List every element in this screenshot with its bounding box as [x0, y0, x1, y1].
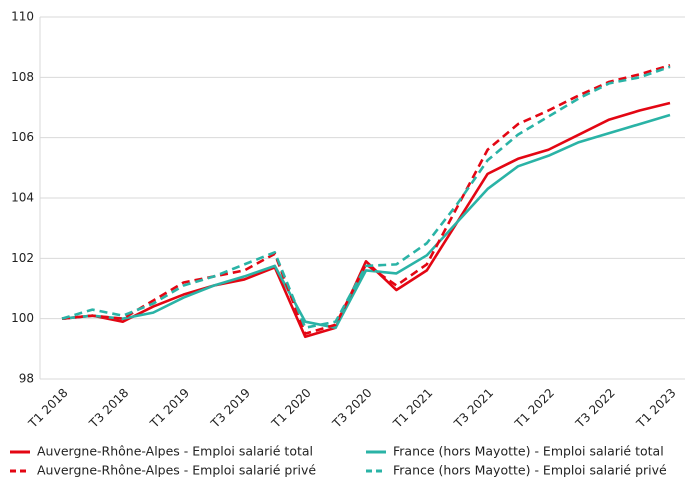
- y-tick-label: 104: [11, 191, 34, 205]
- x-tick-label: T1 2023: [633, 386, 678, 431]
- x-tick-label: T3 2019: [208, 386, 253, 431]
- x-tick-label: T3 2022: [572, 386, 617, 431]
- y-tick-label: 106: [11, 130, 34, 144]
- x-tick-label: T3 2018: [86, 386, 131, 431]
- x-tick-label: T3 2020: [329, 386, 374, 431]
- x-tick-label: T3 2021: [451, 386, 496, 431]
- series-line: [61, 101, 671, 339]
- x-tick-label: T1 2018: [25, 386, 70, 431]
- y-tick-label: 102: [11, 251, 34, 265]
- legend-label: Auvergne-Rhône-Alpes - Emploi salarié to…: [37, 444, 313, 459]
- series-line: [61, 64, 671, 336]
- series-line: [61, 113, 671, 330]
- y-tick-label: 110: [11, 10, 34, 24]
- legend-label: France (hors Mayotte) - Emploi salarié p…: [393, 463, 667, 478]
- y-tick-label: 100: [11, 311, 34, 325]
- legend-label: France (hors Mayotte) - Emploi salarié t…: [393, 444, 664, 459]
- y-tick-label: 98: [19, 372, 34, 386]
- x-tick-label: T1 2021: [390, 386, 435, 431]
- legend-label: Auvergne-Rhône-Alpes - Emploi salarié pr…: [37, 463, 316, 478]
- series-line: [61, 65, 671, 330]
- x-tick-label: T1 2020: [268, 386, 313, 431]
- x-tick-label: T1 2022: [512, 386, 557, 431]
- x-tick-label: T1 2019: [147, 386, 192, 431]
- y-tick-label: 108: [11, 70, 34, 84]
